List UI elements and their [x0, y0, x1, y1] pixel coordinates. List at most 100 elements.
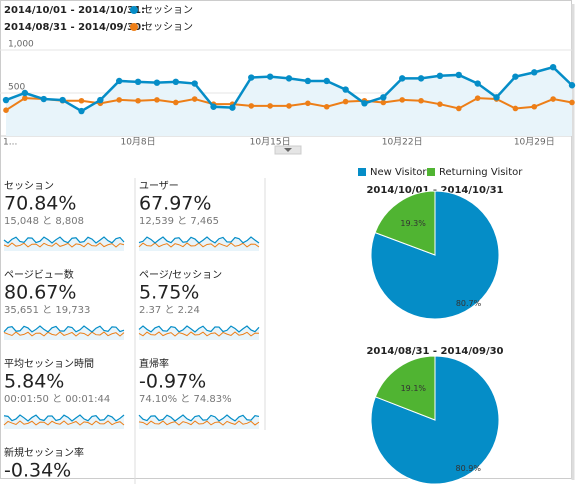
point[interactable] — [78, 107, 85, 115]
legend-swatch — [427, 168, 435, 176]
point[interactable] — [342, 86, 349, 93]
point[interactable] — [191, 96, 198, 102]
point[interactable] — [116, 77, 123, 85]
point[interactable] — [418, 97, 424, 104]
point[interactable] — [436, 72, 444, 80]
point[interactable] — [531, 103, 538, 110]
metric-name: 平均セッション時間 — [4, 358, 94, 370]
point[interactable] — [173, 99, 179, 106]
metric-change: -0.97% — [139, 371, 206, 393]
point[interactable] — [456, 105, 462, 112]
point[interactable] — [59, 96, 66, 104]
point[interactable] — [342, 98, 349, 105]
point[interactable] — [380, 94, 387, 101]
point[interactable] — [493, 94, 500, 101]
metric-compare: 12,539 と 7,465 — [139, 215, 219, 227]
slice-label: 19.3% — [400, 219, 426, 228]
point[interactable] — [248, 74, 255, 81]
metric-compare: 15,048 と 8,808 — [4, 215, 84, 227]
point[interactable] — [474, 80, 481, 87]
x-tick-label: 10月8日 — [120, 137, 155, 148]
point[interactable] — [135, 97, 141, 104]
point[interactable] — [361, 100, 368, 107]
metric-name: ページ/セッション — [139, 269, 222, 281]
y-tick-label: 1,000 — [8, 40, 34, 50]
point[interactable] — [2, 96, 10, 104]
point[interactable] — [380, 99, 387, 106]
point[interactable] — [267, 103, 273, 109]
pie-slice[interactable] — [374, 355, 436, 421]
point[interactable] — [437, 101, 443, 107]
handle-arrow — [284, 148, 292, 152]
point[interactable] — [531, 69, 538, 76]
sparkline-area — [139, 415, 259, 429]
sparkline — [138, 420, 260, 426]
metric-change: 5.75% — [139, 282, 199, 304]
point[interactable] — [286, 103, 292, 109]
metric-change: 80.67% — [4, 282, 76, 304]
legend-dot — [130, 6, 138, 14]
pie-slice[interactable] — [374, 190, 436, 256]
point[interactable] — [417, 75, 425, 82]
metric-name: ページビュー数 — [4, 268, 74, 281]
point[interactable] — [40, 95, 47, 103]
point[interactable] — [512, 105, 519, 112]
metric-compare: 74.10% と 74.83% — [139, 393, 232, 405]
point[interactable] — [248, 103, 255, 109]
legend-metric: セッション — [143, 4, 193, 16]
sparkline — [3, 420, 125, 426]
point[interactable] — [172, 78, 179, 86]
metric-change: 5.84% — [4, 371, 64, 393]
point[interactable] — [399, 75, 406, 82]
sparkline — [3, 325, 125, 333]
legend-swatch — [358, 168, 366, 176]
sparkline — [138, 331, 260, 337]
point[interactable] — [154, 97, 160, 103]
point[interactable] — [134, 78, 142, 86]
point[interactable] — [305, 100, 311, 107]
metric-change: -0.34% — [4, 460, 71, 482]
point[interactable] — [21, 89, 29, 97]
sparkline — [138, 325, 260, 333]
point[interactable] — [304, 77, 312, 85]
sparkline — [138, 414, 260, 422]
sparkline — [3, 242, 125, 248]
point[interactable] — [569, 99, 575, 106]
point[interactable] — [455, 71, 462, 79]
point[interactable] — [229, 104, 236, 111]
sparkline — [138, 236, 260, 244]
legend-dot — [130, 23, 138, 31]
sparkline-area — [139, 237, 259, 251]
point[interactable] — [474, 95, 481, 101]
point[interactable] — [210, 103, 217, 110]
legend-period: 2014/08/31 - 2014/09/30: — [4, 22, 145, 33]
point[interactable] — [323, 103, 330, 110]
point[interactable] — [97, 96, 104, 104]
point[interactable] — [78, 97, 85, 104]
point[interactable] — [266, 73, 274, 80]
metric-change: 67.97% — [139, 193, 211, 215]
point[interactable] — [549, 63, 557, 71]
slice-label: 80.9% — [456, 464, 482, 473]
point[interactable] — [399, 97, 406, 103]
point[interactable] — [323, 77, 330, 85]
point[interactable] — [22, 95, 28, 101]
legend-period: 2014/10/01 - 2014/10/31: — [4, 5, 145, 16]
sparkline — [3, 331, 125, 337]
point[interactable] — [550, 96, 556, 102]
legend-label: Returning Visitor — [439, 167, 523, 178]
point[interactable] — [285, 75, 293, 82]
point[interactable] — [568, 82, 576, 89]
point[interactable] — [3, 107, 9, 113]
metric-name: セッション — [4, 180, 54, 192]
point[interactable] — [191, 80, 198, 87]
point[interactable] — [153, 79, 161, 86]
point[interactable] — [116, 97, 122, 103]
metric-compare: 35,651 と 19,733 — [4, 304, 90, 316]
point[interactable] — [512, 73, 519, 80]
x-tick-label: 10月22日 — [382, 137, 423, 148]
metric-compare: 2.37 と 2.24 — [139, 304, 200, 316]
x-tick-label: 1... — [3, 138, 17, 148]
slice-label: 19.1% — [401, 384, 427, 393]
